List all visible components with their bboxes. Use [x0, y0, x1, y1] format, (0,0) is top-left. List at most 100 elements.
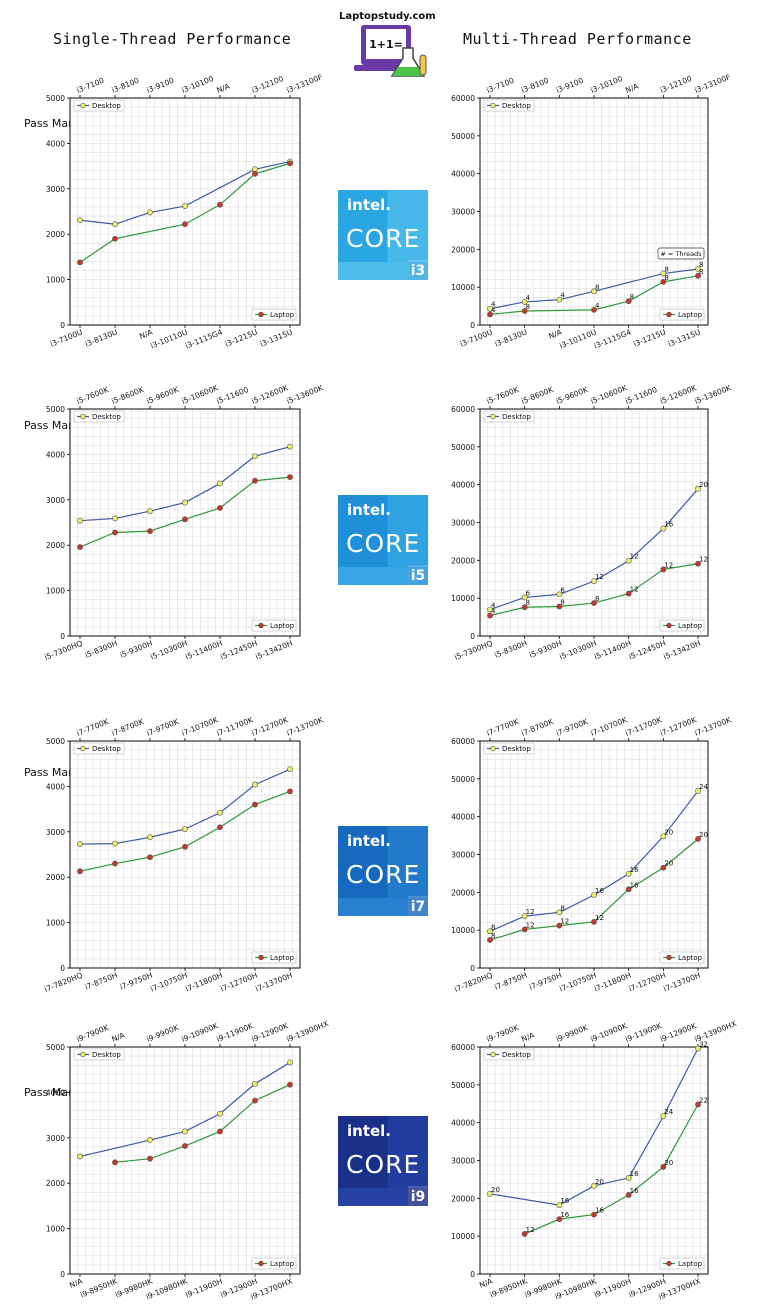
laptop-point — [625, 298, 632, 305]
laptop-point — [487, 311, 493, 318]
y-tick-label: 3000 — [46, 496, 65, 505]
desktop-point — [660, 1113, 667, 1120]
desktop-point — [625, 1175, 632, 1181]
desktop-point — [487, 928, 493, 935]
legend-marker — [666, 622, 672, 629]
laptop-point — [112, 1159, 118, 1166]
intel-wordmark: intel. — [347, 501, 391, 519]
legend-marker — [258, 954, 264, 961]
desktop-model-label: N/A — [215, 81, 231, 95]
tier-box — [408, 896, 428, 916]
core-wordmark: CORE — [346, 224, 420, 253]
legend-box — [73, 742, 125, 755]
thread-count-label: 12 — [664, 561, 673, 569]
laptop-point — [182, 1143, 188, 1149]
thread-count-label: 24 — [699, 783, 708, 791]
legend-marker — [80, 102, 86, 109]
laptop-model-label: N/A — [138, 327, 154, 341]
desktop-point — [77, 1153, 83, 1160]
laptop-model-label: i5-12450H — [219, 639, 259, 662]
desktop-model-label: i5-12600K — [659, 383, 699, 406]
desktop-point — [252, 453, 258, 460]
desktop-point — [182, 1128, 188, 1135]
legend-desktop: Desktop — [73, 410, 125, 423]
y-tick-label: 5000 — [46, 94, 65, 103]
laptop-point — [147, 528, 153, 535]
legend-label-desktop: Desktop — [502, 1051, 531, 1059]
laptop-point — [695, 1101, 701, 1108]
thread-count-label: 8 — [560, 598, 564, 606]
desktop-point — [182, 826, 188, 832]
laptop-model-label: i7-12700H — [219, 971, 259, 994]
legend-box — [251, 1257, 297, 1270]
y-tick-label: 50000 — [451, 132, 475, 141]
y-tick-label: 60000 — [451, 94, 475, 103]
tier-box — [408, 260, 428, 280]
legend-label-laptop: Laptop — [270, 311, 295, 319]
legend-box — [73, 99, 125, 112]
laptop-model-label: N/A — [478, 1276, 494, 1290]
y-tick-label: 30000 — [451, 519, 475, 528]
thread-count-label: 20 — [664, 828, 673, 836]
desktop-model-label: i5-9600K — [145, 385, 180, 406]
y-tick-label: 30000 — [451, 1157, 475, 1166]
single-thread-title: Single-Thread Performance — [53, 30, 292, 48]
laptop-model-label: i3-1315U — [259, 328, 294, 349]
y-tick-label: 40000 — [451, 481, 475, 490]
thread-count-label: 4 — [491, 301, 496, 309]
legend-box — [659, 619, 705, 632]
legend-desktop: Desktop — [483, 742, 535, 755]
desktop-model-label: i7-9700K — [555, 717, 590, 738]
thread-count-label: 12 — [560, 918, 569, 926]
y-tick-label: 40000 — [451, 1119, 475, 1128]
y-tick-label: 20000 — [451, 1194, 475, 1203]
y-tick-label: 3000 — [46, 185, 65, 194]
laptop-point — [660, 566, 667, 573]
legend-box — [73, 1048, 125, 1061]
legend-desktop: Desktop — [483, 410, 535, 423]
tier-label: i5 — [411, 568, 426, 584]
laptop-point — [252, 801, 258, 808]
desktop-model-label: i9-12900K — [659, 1021, 699, 1044]
thread-count-label: 16 — [560, 1197, 569, 1205]
desktop-point — [660, 270, 667, 277]
core-wordmark: CORE — [346, 529, 420, 558]
y-tick-label: 5000 — [46, 1043, 65, 1052]
thread-count-label: 8 — [664, 274, 668, 282]
desktop-model-label: i7-12700K — [250, 715, 290, 738]
laptop-point — [660, 278, 667, 285]
laptop-point — [217, 201, 223, 208]
y-tick-label: 4000 — [46, 450, 65, 459]
legend-desktop: Desktop — [483, 99, 535, 112]
tier-label: i7 — [411, 899, 426, 915]
laptop-point — [77, 868, 83, 875]
laptop-point — [112, 860, 118, 867]
badge-strip — [338, 262, 409, 280]
thread-count-label: 16 — [560, 1211, 569, 1219]
desktop-point — [112, 515, 118, 522]
legend-laptop: Laptop — [659, 619, 705, 632]
legend-laptop: Laptop — [251, 619, 297, 632]
y-tick-label: 0 — [470, 964, 475, 973]
desktop-model-label: i7-7700K — [75, 717, 110, 738]
y-tick-label: 20000 — [451, 556, 475, 565]
legend-marker — [490, 413, 496, 420]
thread-count-label: 8 — [560, 904, 564, 912]
y-tick-label: 60000 — [451, 737, 475, 746]
thread-count-label: 16 — [664, 521, 673, 529]
desktop-model-label: i3-8100 — [110, 76, 140, 95]
desktop-model-label: i7-11700K — [624, 715, 664, 738]
laptop-model-label: i3-1115G4 — [184, 327, 224, 350]
legend-marker — [80, 745, 86, 752]
thread-count-label: 8 — [491, 932, 495, 940]
legend-laptop: Laptop — [251, 1257, 297, 1270]
laptop-point — [487, 937, 493, 943]
y-tick-label: 0 — [60, 321, 65, 330]
thread-count-label: 8 — [491, 923, 495, 931]
laptop-point — [521, 308, 528, 314]
laptop-point — [112, 235, 118, 242]
desktop-point — [487, 1190, 493, 1197]
badge-strip — [338, 898, 409, 916]
